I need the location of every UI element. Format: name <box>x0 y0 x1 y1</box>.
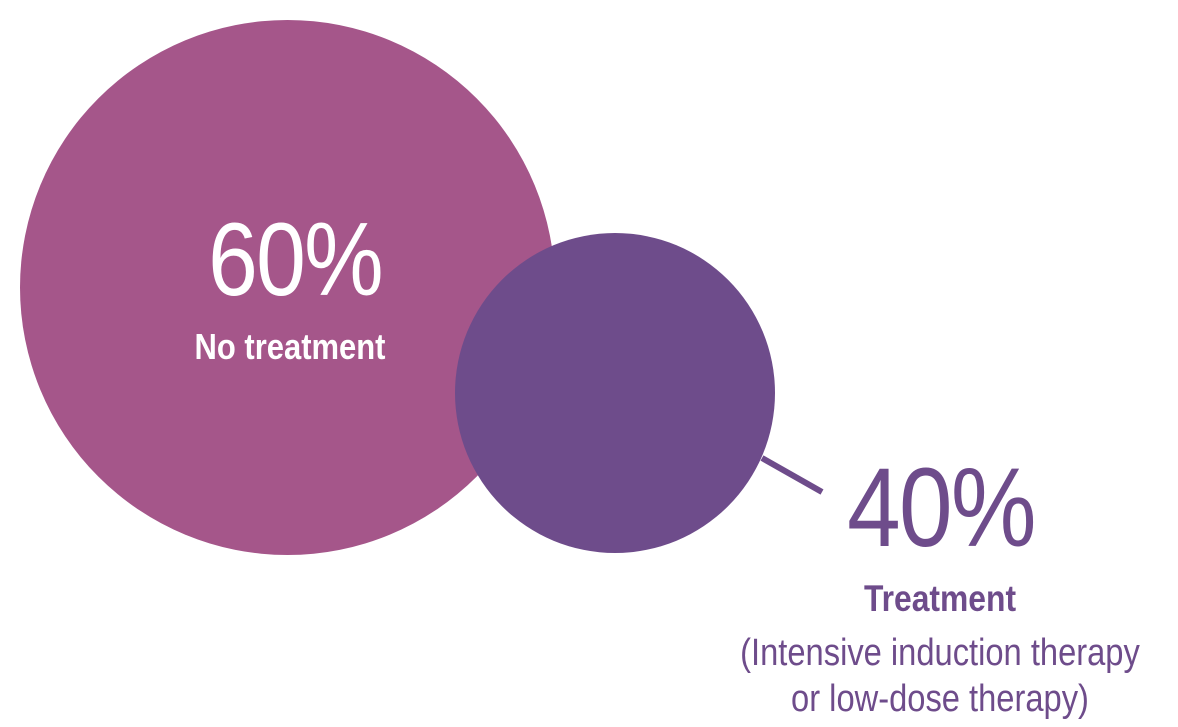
bubble-no-treatment <box>20 20 555 555</box>
category-sublabel-treatment: (Intensive induction therapy or low-dose… <box>725 630 1155 722</box>
value-label-treatment: 40% <box>847 445 1036 570</box>
sublabel-line-1: (Intensive induction therapy <box>740 632 1140 674</box>
leader-line <box>760 455 824 495</box>
sublabel-line-2: or low-dose therapy) <box>791 678 1089 720</box>
category-label-no-treatment: No treatment <box>194 326 386 367</box>
category-label-treatment: Treatment <box>863 578 1017 619</box>
bubble-treatment <box>455 233 775 553</box>
value-label-no-treatment: 60% <box>208 202 384 318</box>
